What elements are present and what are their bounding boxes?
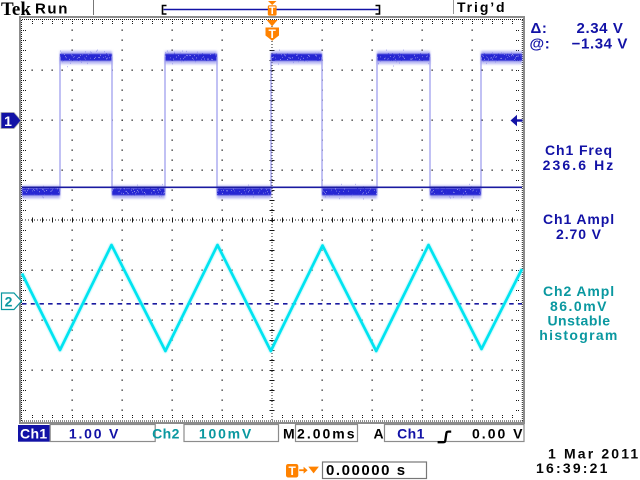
svg-text:100mV: 100mV xyxy=(199,425,253,441)
svg-text:Tek: Tek xyxy=(1,0,31,20)
svg-text:Ch1: Ch1 xyxy=(397,425,425,441)
svg-text:M: M xyxy=(283,425,295,441)
svg-text:2.34 V: 2.34 V xyxy=(577,20,624,37)
svg-text:2.70 V: 2.70 V xyxy=(556,226,602,242)
svg-text:@:: @: xyxy=(530,36,551,53)
svg-text:Ch2: Ch2 xyxy=(152,425,180,441)
svg-text:2.00ms: 2.00ms xyxy=(297,425,356,441)
svg-text:T: T xyxy=(289,464,297,478)
svg-text:16:39:21: 16:39:21 xyxy=(536,460,610,476)
svg-text:Ch1 Freq: Ch1 Freq xyxy=(545,142,613,158)
svg-text:1: 1 xyxy=(4,113,12,129)
svg-text:Run: Run xyxy=(35,1,69,18)
svg-text:−1.34 V: −1.34 V xyxy=(572,36,628,53)
svg-text:1 Mar 2011: 1 Mar 2011 xyxy=(548,446,640,462)
svg-text:Ch1 Ampl: Ch1 Ampl xyxy=(543,211,615,227)
svg-text:86.0mV: 86.0mV xyxy=(550,298,608,314)
svg-text:Unstable: Unstable xyxy=(547,313,610,329)
svg-text:T: T xyxy=(269,27,277,41)
svg-text:0.00 V: 0.00 V xyxy=(472,425,524,441)
svg-text:1.00 V: 1.00 V xyxy=(69,425,120,441)
svg-text:Ch1: Ch1 xyxy=(20,425,48,441)
svg-text:2: 2 xyxy=(5,294,13,310)
svg-text:Trig’d: Trig’d xyxy=(457,0,507,15)
svg-text:Ch2 Ampl: Ch2 Ampl xyxy=(543,283,615,299)
svg-text:Δ:: Δ: xyxy=(531,20,548,37)
svg-text:histogram: histogram xyxy=(539,327,618,343)
svg-text:0.00000 s: 0.00000 s xyxy=(326,462,407,479)
svg-text:A: A xyxy=(374,425,384,441)
svg-text:T: T xyxy=(269,5,276,17)
svg-text:236.6 Hz: 236.6 Hz xyxy=(543,157,616,173)
